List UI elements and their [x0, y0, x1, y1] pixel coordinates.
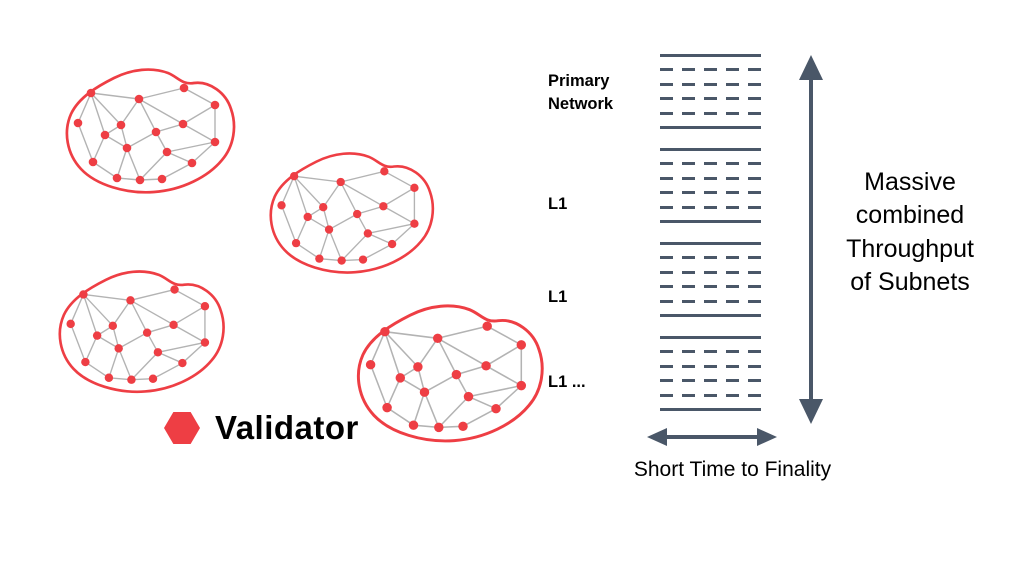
validator-legend-label: Validator [215, 409, 359, 446]
validator-hexagon-icon [164, 412, 200, 444]
dashed-block-row [660, 97, 761, 101]
dashed-block-row [660, 68, 761, 72]
ledger-section-l1-1 [660, 148, 761, 223]
dashed-block-row [660, 379, 761, 383]
subnet-blob-4 [356, 304, 544, 443]
dashed-block-row [660, 191, 761, 195]
stack-label-primary-network: Primary Network [548, 72, 614, 113]
finality-annotation: Short Time to Finality [633, 458, 832, 481]
dashed-block-row [660, 350, 761, 354]
subnet-blob-3 [58, 270, 225, 394]
dashed-block-row [660, 176, 761, 180]
ledger-section-l1-more [660, 336, 761, 411]
stack-label-l1-1: L1 [548, 195, 568, 213]
stack-label-l1-more: L1 ... [548, 373, 586, 391]
dashed-block-row [660, 364, 761, 368]
validator-legend: Validator [164, 409, 359, 447]
ledger-section-primary-network [660, 54, 761, 129]
finality-double-arrow-icon [647, 428, 777, 446]
dashed-block-row [660, 285, 761, 289]
subnet-blob-2 [269, 152, 435, 274]
throughput-annotation: Massive combined Throughput of Subnets [846, 168, 974, 296]
subnet-blob-1 [65, 68, 236, 194]
dashed-block-row [660, 82, 761, 86]
stack-label-l1-2: L1 [548, 288, 568, 306]
dashed-block-row [660, 299, 761, 303]
dashed-block-row [660, 393, 761, 397]
dashed-block-row [660, 162, 761, 166]
dashed-block-row [660, 111, 761, 115]
dashed-block-row [660, 256, 761, 260]
dashed-block-row [660, 270, 761, 274]
subnet-network-illustration [58, 68, 544, 443]
throughput-double-arrow-icon [799, 55, 823, 424]
ledger-section-l1-2 [660, 242, 761, 317]
dashed-block-row [660, 205, 761, 209]
